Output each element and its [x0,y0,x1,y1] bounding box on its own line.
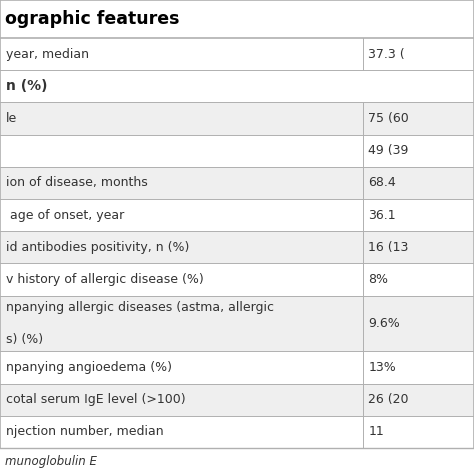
Bar [0,416,474,448]
Text: 36.1: 36.1 [368,209,396,221]
Bar [0,231,474,264]
Text: 26 (20: 26 (20 [368,393,409,406]
Text: njection number, median: njection number, median [6,425,164,438]
Text: 8%: 8% [368,273,388,286]
Text: 16 (13: 16 (13 [368,241,409,254]
Bar [0,199,474,231]
Bar [0,135,474,167]
Bar [0,264,474,296]
Bar [0,383,474,416]
Text: 75 (60: 75 (60 [368,112,409,125]
Text: npanying allergic diseases (astma, allergic: npanying allergic diseases (astma, aller… [6,301,273,314]
Bar [0,102,474,135]
Text: 68.4: 68.4 [368,176,396,190]
Text: 37.3 (: 37.3 ( [368,47,405,61]
Text: 9.6%: 9.6% [368,317,400,330]
Text: le: le [6,112,17,125]
Bar [0,0,474,38]
Text: n (%): n (%) [6,79,47,93]
Text: npanying angioedema (%): npanying angioedema (%) [6,361,172,374]
Text: year, median: year, median [6,47,89,61]
Bar [0,38,474,70]
Text: age of onset, year: age of onset, year [6,209,124,221]
Bar [0,296,474,351]
Bar [0,351,474,383]
Bar [0,167,474,199]
Text: munoglobulin E: munoglobulin E [5,455,97,467]
Text: cotal serum IgE level (>100): cotal serum IgE level (>100) [6,393,185,406]
Text: ion of disease, months: ion of disease, months [6,176,147,190]
Text: 11: 11 [368,425,384,438]
Text: id antibodies positivity, n (%): id antibodies positivity, n (%) [6,241,189,254]
Text: v history of allergic disease (%): v history of allergic disease (%) [6,273,203,286]
Text: 49 (39: 49 (39 [368,144,409,157]
Text: s) (%): s) (%) [6,333,43,346]
Bar [0,70,474,102]
Text: ographic features: ographic features [5,10,179,28]
Text: 13%: 13% [368,361,396,374]
